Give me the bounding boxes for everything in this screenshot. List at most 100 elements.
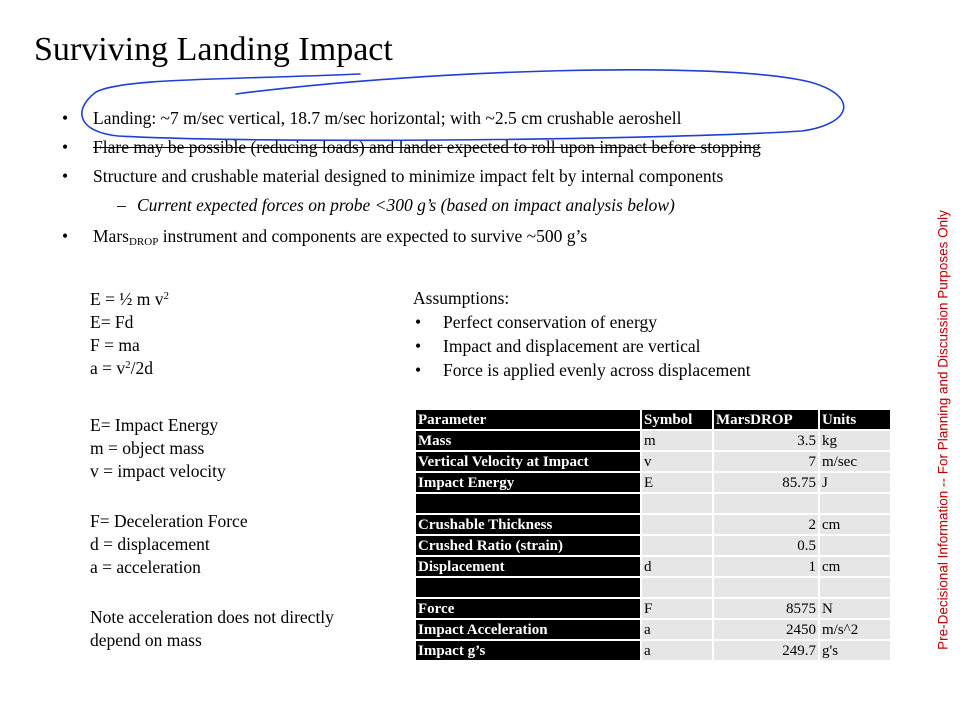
impact-parameters-table: Parameter Symbol MarsDROP Units Mass m 3… <box>414 408 892 662</box>
param-symbol: m <box>642 431 712 450</box>
bullet-flare: • Flare may be possible (reducing loads)… <box>62 133 922 162</box>
bullet-list: • Landing: ~7 m/sec vertical, 18.7 m/sec… <box>62 104 922 251</box>
assumptions-block: Assumptions: • Perfect conservation of en… <box>413 286 751 382</box>
param-units <box>820 536 890 555</box>
header-parameter: Parameter <box>416 410 640 429</box>
exponent: 2 <box>125 359 131 371</box>
definition-mass: m = object mass <box>90 438 205 458</box>
param-units: cm <box>820 557 890 576</box>
table-row: Impact g’s a 249.7 g's <box>416 641 890 660</box>
assumption-text: Perfect conservation of energy <box>443 312 657 332</box>
bullet-dot: • <box>62 137 69 157</box>
equation-acceleration: a = v2/2d <box>90 357 334 380</box>
table-row: Force F 8575 N <box>416 599 890 618</box>
param-value: 85.75 <box>714 473 818 492</box>
table-row: Displacement d 1 cm <box>416 557 890 576</box>
bullet-text: Landing: ~7 m/sec vertical, 18.7 m/sec h… <box>93 108 682 128</box>
param-units: cm <box>820 515 890 534</box>
param-units <box>820 494 890 513</box>
param-name: Force <box>416 599 640 618</box>
bullet-dot: • <box>415 312 422 332</box>
pre-decisional-notice: Pre-Decisional Information -- For Planni… <box>935 210 951 650</box>
marsdrop-suffix: instrument and components are expected t… <box>158 226 588 246</box>
sub-bullet-forces: – Current expected forces on probe <300 … <box>62 191 922 220</box>
param-value: 1 <box>714 557 818 576</box>
assumption-item: • Force is applied evenly across displace… <box>413 358 751 382</box>
param-name: Mass <box>416 431 640 450</box>
bullet-dot: • <box>62 226 69 246</box>
mass-note-line1: Note acceleration does not directly <box>90 607 334 627</box>
header-marsdrop: MarsDROP <box>714 410 818 429</box>
assumption-text: Impact and displacement are vertical <box>443 336 701 356</box>
param-name: Crushable Thickness <box>416 515 640 534</box>
header-units: Units <box>820 410 890 429</box>
param-value <box>714 578 818 597</box>
param-symbol: a <box>642 620 712 639</box>
param-symbol <box>642 515 712 534</box>
equation-energy-base: E = ½ m v <box>90 289 164 309</box>
bullet-text: MarsDROP instrument and components are e… <box>93 222 587 251</box>
param-name: Crushed Ratio (strain) <box>416 536 640 555</box>
param-symbol <box>642 578 712 597</box>
table-row: Mass m 3.5 kg <box>416 431 890 450</box>
slide-title: Surviving Landing Impact <box>34 31 393 68</box>
assumption-item: • Perfect conservation of energy <box>413 310 751 334</box>
param-value: 8575 <box>714 599 818 618</box>
param-value: 2450 <box>714 620 818 639</box>
definition-velocity: v = impact velocity <box>90 461 226 481</box>
param-symbol <box>642 536 712 555</box>
sub-bullet-text: Current expected forces on probe <300 g’… <box>137 195 675 215</box>
definition-displacement: d = displacement <box>90 534 210 554</box>
param-name: Vertical Velocity at Impact <box>416 452 640 471</box>
bullet-structure: • Structure and crushable material desig… <box>62 162 922 191</box>
bullet-marsdrop: • MarsDROP instrument and components are… <box>62 222 922 251</box>
param-symbol <box>642 494 712 513</box>
marsdrop-subscript: DROP <box>128 236 159 248</box>
equation-newton: F = ma <box>90 335 140 355</box>
header-symbol: Symbol <box>642 410 712 429</box>
param-units: m/s^2 <box>820 620 890 639</box>
param-name: Impact Energy <box>416 473 640 492</box>
param-units <box>820 578 890 597</box>
param-name: Impact Acceleration <box>416 620 640 639</box>
table-row: Impact Acceleration a 2450 m/s^2 <box>416 620 890 639</box>
bullet-dot: • <box>62 166 69 186</box>
param-symbol: F <box>642 599 712 618</box>
equation-work: E= Fd <box>90 312 134 332</box>
param-name <box>416 578 640 597</box>
param-value <box>714 494 818 513</box>
bullet-landing: • Landing: ~7 m/sec vertical, 18.7 m/sec… <box>62 104 922 133</box>
table-row: Vertical Velocity at Impact v 7 m/sec <box>416 452 890 471</box>
param-units: m/sec <box>820 452 890 471</box>
param-value: 7 <box>714 452 818 471</box>
param-symbol: v <box>642 452 712 471</box>
param-units: kg <box>820 431 890 450</box>
param-value: 249.7 <box>714 641 818 660</box>
mass-note-line2: depend on mass <box>90 630 202 650</box>
bullet-text: Flare may be possible (reducing loads) a… <box>93 137 761 157</box>
bullet-dot: • <box>415 336 422 356</box>
param-symbol: E <box>642 473 712 492</box>
param-value: 0.5 <box>714 536 818 555</box>
equation-accel-base: a = v <box>90 358 126 378</box>
table-row: Crushable Thickness 2 cm <box>416 515 890 534</box>
definition-acceleration: a = acceleration <box>90 557 201 577</box>
param-name <box>416 494 640 513</box>
table-row: Crushed Ratio (strain) 0.5 <box>416 536 890 555</box>
param-value: 3.5 <box>714 431 818 450</box>
marsdrop-prefix: Mars <box>93 226 129 246</box>
dash-marker: – <box>117 195 126 215</box>
assumption-text: Force is applied evenly across displacem… <box>443 360 751 380</box>
assumptions-heading: Assumptions: <box>413 288 510 308</box>
param-name: Displacement <box>416 557 640 576</box>
param-units: g's <box>820 641 890 660</box>
param-name: Impact g’s <box>416 641 640 660</box>
param-units: N <box>820 599 890 618</box>
param-symbol: a <box>642 641 712 660</box>
definition-force: F= Deceleration Force <box>90 511 248 531</box>
table-row <box>416 494 890 513</box>
definition-energy: E= Impact Energy <box>90 415 219 435</box>
assumption-item: • Impact and displacement are vertical <box>413 334 751 358</box>
equation-accel-tail: /2d <box>130 358 154 378</box>
table-row: Impact Energy E 85.75 J <box>416 473 890 492</box>
